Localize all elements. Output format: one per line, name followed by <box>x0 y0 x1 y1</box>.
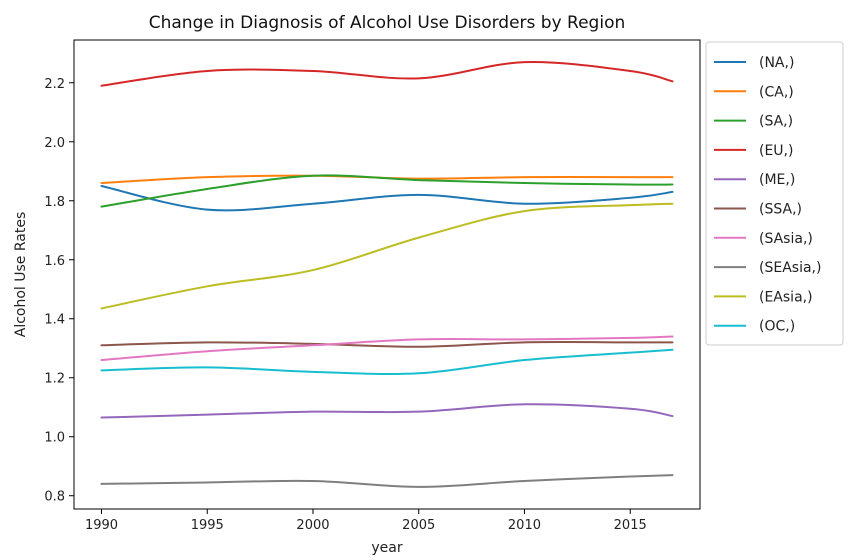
x-tick-label: 2005 <box>402 518 435 533</box>
y-tick-label: 1.4 <box>44 313 65 328</box>
legend-box <box>705 41 844 346</box>
legend-label: (EAsia,) <box>759 289 813 305</box>
series-line-0 <box>100 185 674 212</box>
legend-label: (SEAsia,) <box>759 260 821 276</box>
y-tick-label: 1.8 <box>44 195 65 210</box>
series-line-5 <box>100 341 674 348</box>
x-tick-label: 2015 <box>614 518 647 533</box>
plot-frame <box>73 39 701 510</box>
y-tick-label: 2.2 <box>44 77 65 92</box>
y-tick-label: 1.6 <box>44 254 65 269</box>
y-axis-label: Alcohol Use Rates <box>13 212 29 338</box>
series-line-1 <box>100 174 674 185</box>
x-tick-label: 2010 <box>508 518 541 533</box>
x-tick-label: 1995 <box>191 518 224 533</box>
series-line-2 <box>100 174 674 208</box>
axis-ticks: 1990 1995 2000 2005 2010 2015 0.8 1.0 1.2 1.4 1.6 1… <box>44 77 646 533</box>
series-line-3 <box>100 60 674 87</box>
legend-label: (CA,) <box>759 84 794 100</box>
chart-title: Change in Diagnosis of Alcohol Use Disor… <box>149 13 626 33</box>
legend-label: (ME,) <box>759 172 795 188</box>
legend-label: (SSA,) <box>759 202 802 218</box>
legend-label: (SAsia,) <box>759 231 813 247</box>
series-line-6 <box>100 335 674 362</box>
legend-label: (OC,) <box>759 319 795 335</box>
x-tick-label: 1990 <box>85 518 118 533</box>
y-tick-label: 1.2 <box>44 372 65 387</box>
legend-label: (EU,) <box>759 143 793 159</box>
x-tick-label: 2000 <box>296 518 329 533</box>
legend: (NA,) (CA,) (SA,) (EU,) (ME,) (SSA,) (SAsia,) (… <box>705 41 844 346</box>
plot-marks <box>100 60 674 488</box>
legend-label: (NA,) <box>759 55 794 71</box>
series-line-8 <box>100 202 674 310</box>
y-tick-label: 1.0 <box>44 431 65 446</box>
legend-label: (SA,) <box>759 114 793 130</box>
series-line-9 <box>100 348 674 376</box>
y-tick-label: 0.8 <box>44 490 65 505</box>
series-line-4 <box>100 403 674 419</box>
y-tick-label: 2.0 <box>44 136 65 151</box>
series-line-7 <box>100 474 674 488</box>
x-axis-label: year <box>371 540 402 556</box>
